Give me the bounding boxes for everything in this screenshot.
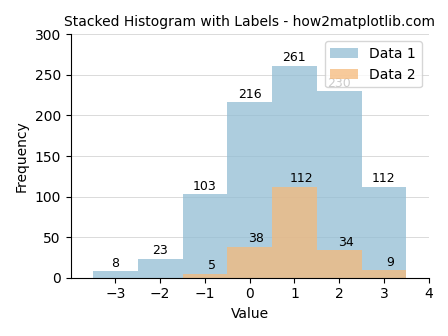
Text: 230: 230	[327, 77, 351, 89]
Bar	[317, 91, 362, 278]
Bar	[227, 102, 272, 278]
Bar	[93, 271, 138, 278]
Text: 34: 34	[338, 236, 354, 249]
Bar	[138, 259, 182, 278]
Text: 103: 103	[193, 179, 217, 193]
Bar	[272, 66, 317, 278]
Text: 5: 5	[207, 259, 215, 272]
Text: 23: 23	[152, 244, 168, 257]
Y-axis label: Frequency: Frequency	[15, 120, 29, 192]
Text: 112: 112	[372, 172, 396, 185]
Legend: Data 1, Data 2: Data 1, Data 2	[325, 41, 422, 87]
X-axis label: Value: Value	[231, 307, 269, 321]
Text: 38: 38	[248, 232, 264, 245]
Bar	[362, 187, 406, 278]
Text: 9: 9	[387, 256, 395, 269]
Text: 8: 8	[112, 257, 120, 269]
Bar	[182, 194, 227, 278]
Bar	[227, 247, 272, 278]
Bar	[182, 274, 227, 278]
Text: 112: 112	[289, 172, 313, 185]
Text: 261: 261	[283, 51, 306, 65]
Bar	[362, 270, 406, 278]
Title: Stacked Histogram with Labels - how2matplotlib.com: Stacked Histogram with Labels - how2matp…	[64, 15, 435, 29]
Bar	[317, 250, 362, 278]
Text: 216: 216	[238, 88, 262, 101]
Bar	[272, 187, 317, 278]
